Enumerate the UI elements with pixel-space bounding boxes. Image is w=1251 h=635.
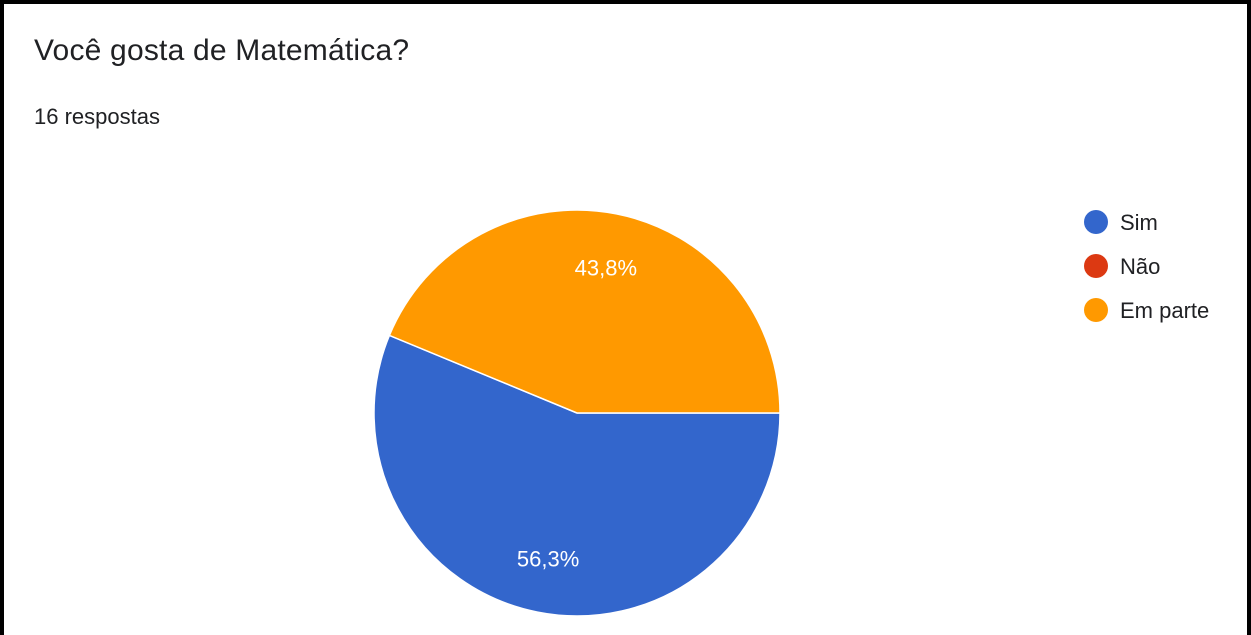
legend[interactable]: Sim Não Em parte	[1084, 210, 1209, 323]
legend-label: Não	[1120, 254, 1160, 279]
legend-item[interactable]: Em parte	[1084, 298, 1209, 323]
pie-slices	[373, 209, 781, 617]
legend-label: Sim	[1120, 210, 1158, 235]
pie-slice-sim[interactable]	[373, 334, 781, 617]
legend-swatch	[1084, 298, 1108, 322]
legend-swatch	[1084, 254, 1108, 278]
legend-label: Em parte	[1120, 298, 1209, 323]
legend-item[interactable]: Sim	[1084, 210, 1158, 235]
legend-item[interactable]: Não	[1084, 254, 1160, 279]
pie-slice-labels: 56,3% 43,8%	[517, 256, 637, 572]
chart-title: Você gosta de Matemática?	[34, 34, 410, 67]
response-count: 16 respostas	[34, 104, 160, 129]
legend-swatch	[1084, 210, 1108, 234]
slice-label: 43,8%	[575, 256, 637, 281]
slice-label: 56,3%	[517, 546, 579, 571]
pie-slice-em-parte[interactable]	[388, 209, 781, 414]
